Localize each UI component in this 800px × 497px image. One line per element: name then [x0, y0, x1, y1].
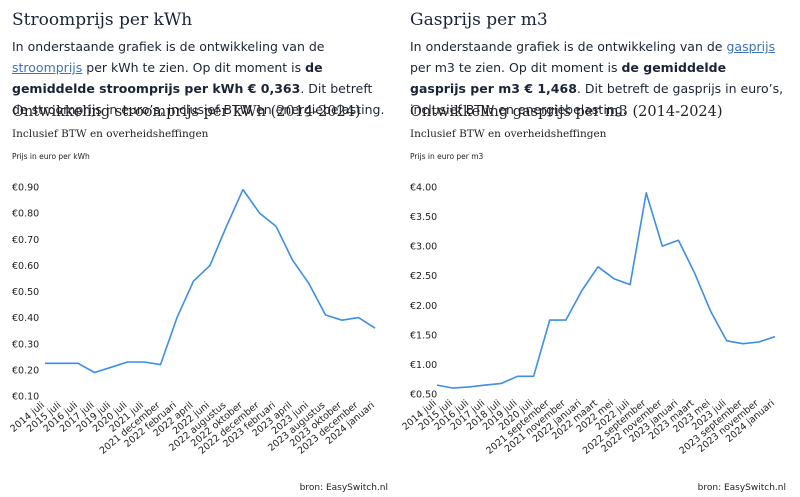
source: bron: EasySwitch.nl	[300, 483, 388, 493]
text: per m3 te zien. Op dit moment is	[410, 60, 622, 75]
text: In onderstaande grafiek is de ontwikkeli…	[410, 39, 727, 54]
y-tick-label: €0.20	[12, 365, 39, 376]
y-tick-label: €1.00	[410, 360, 437, 371]
text: . Dit betreft de gasprijs in euro’s, inc…	[410, 81, 784, 117]
y-tick-label: €0.10	[12, 392, 39, 403]
link[interactable]: stroomprijs	[12, 60, 83, 75]
source: bron: EasySwitch.nl	[698, 483, 786, 493]
bold-text: de gemiddelde stroomprijs per kWh € 0,36…	[12, 60, 323, 96]
y-tick-label: €3.50	[410, 212, 437, 223]
chart-title: Ontwikkeling gasprijs per m3 (2014-2024)	[410, 104, 723, 120]
y-tick-label: €0.70	[12, 235, 39, 246]
y-tick-label: €0.50	[12, 287, 39, 298]
line	[436, 192, 776, 389]
y-tick-label: €0.40	[12, 313, 39, 324]
y-tick-label: €4.00	[410, 183, 437, 194]
y-tick-label: €0.50	[410, 390, 437, 401]
y-tick-label: €3.00	[410, 242, 437, 253]
chart-subtitle: Inclusief BTW en overheidsheffingen	[12, 128, 209, 140]
section: Gasprijs per m3 In onderstaande grafiek …	[398, 0, 783, 120]
y-tick-label: €0.90	[12, 183, 39, 194]
chart-subtitle: Inclusief BTW en overheidsheffingen	[410, 128, 607, 140]
y-axis-label: Prijs in euro per m3	[410, 152, 484, 161]
text: . Dit betreft de stroomprijs in euro’s, …	[12, 81, 385, 117]
line	[45, 188, 376, 374]
y-tick-label: €2.50	[410, 271, 437, 282]
y-tick-label: €0.60	[12, 261, 39, 272]
chart-title: Ontwikkeling stroomprijs per kWh (2014-2…	[12, 104, 361, 120]
y-tick-label: €0.80	[12, 209, 39, 220]
heading: Gasprijs per m3	[410, 10, 548, 30]
section: Stroomprijs per kWh In onderstaande graf…	[0, 0, 385, 120]
text: per kWh te zien. Op dit moment is	[82, 60, 306, 75]
y-tick-label: €2.00	[410, 301, 437, 312]
text: In onderstaande grafiek is de ontwikkeli…	[12, 39, 325, 54]
y-tick-label: €1.50	[410, 330, 437, 341]
y-axis-label: Prijs in euro per kWh	[12, 152, 90, 161]
paragraph: In onderstaande grafiek is de ontwikkeli…	[410, 36, 785, 120]
heading: Stroomprijs per kWh	[12, 10, 193, 30]
bold-text: de gemiddelde gasprijs per m3 € 1,468	[410, 60, 727, 96]
link[interactable]: gasprijs	[726, 39, 776, 54]
y-tick-label: €0.30	[12, 339, 39, 350]
paragraph: In onderstaande grafiek is de ontwikkeli…	[12, 36, 387, 120]
